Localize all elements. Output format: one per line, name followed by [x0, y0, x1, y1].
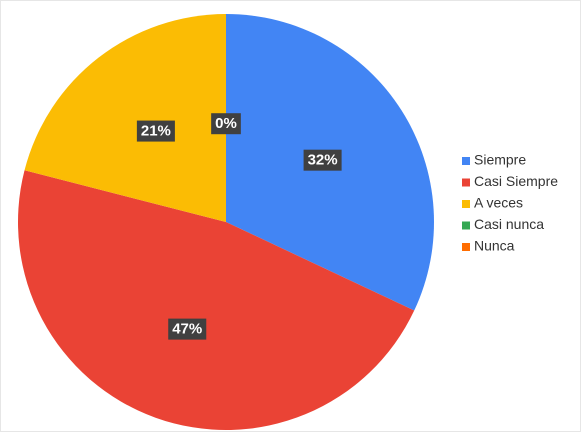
legend-label: Casi nunca: [474, 216, 544, 232]
legend-swatch: [462, 200, 470, 208]
legend-swatch: [462, 221, 470, 230]
data-label-box: [168, 318, 207, 340]
data-label: 32%: [303, 149, 342, 171]
pie-slice: [24, 14, 227, 222]
data-label: 21%: [136, 120, 175, 142]
legend-swatch: [462, 157, 470, 165]
legend-label: Casi Siempre: [474, 173, 558, 189]
data-label-box: [211, 113, 241, 135]
data-label: 0%: [211, 113, 241, 135]
data-label-text: 32%: [308, 152, 338, 169]
legend-label: Nunca: [474, 238, 515, 254]
data-label-text: 0%: [215, 115, 237, 132]
data-label-box: [303, 149, 342, 171]
data-label-text: 47%: [172, 321, 202, 338]
legend-swatch: [462, 243, 470, 251]
legend-swatch: [462, 178, 470, 187]
pie-slice: [17, 170, 415, 431]
data-label-box: [136, 120, 175, 142]
legend-label: A veces: [474, 195, 523, 211]
legend-label: Siempre: [474, 152, 526, 168]
data-label-text: 21%: [141, 123, 171, 140]
data-label: 47%: [168, 318, 207, 340]
